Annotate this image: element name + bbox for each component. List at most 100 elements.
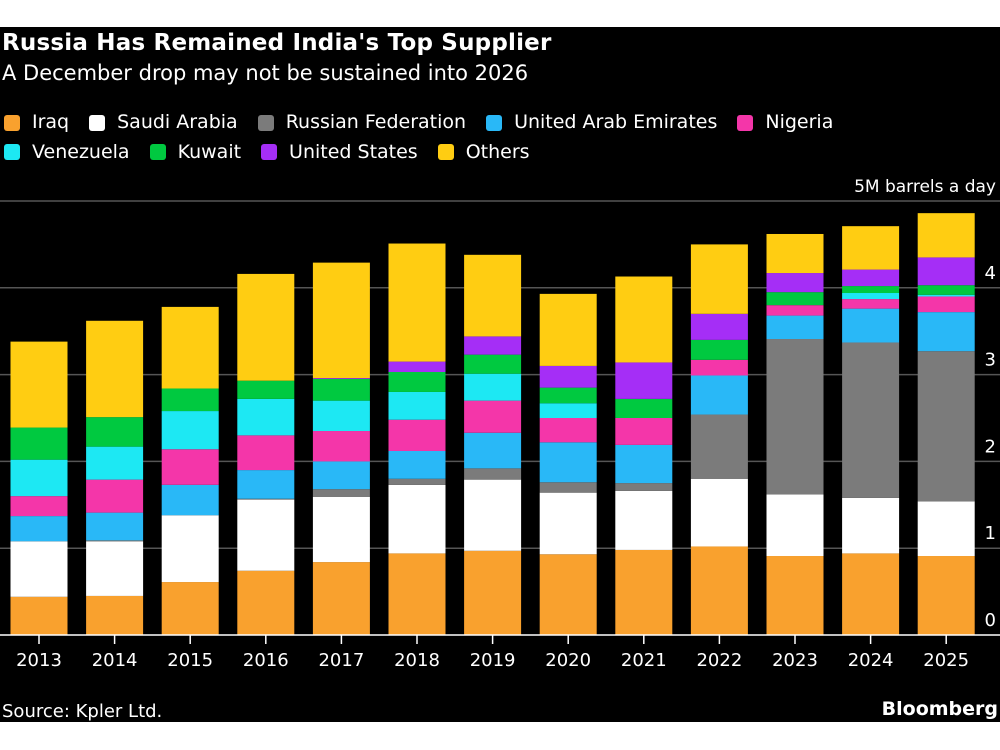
bar-segment-iraq-2023 bbox=[766, 556, 824, 635]
x-tick-label: 2022 bbox=[696, 650, 742, 671]
legend-swatch bbox=[437, 144, 454, 160]
bar-segment-saudi-arabia-2014 bbox=[86, 541, 144, 596]
bar-segment-nigeria-2019 bbox=[464, 400, 522, 433]
chart-panel: Russia Has Remained India's Top Supplier… bbox=[0, 27, 1000, 722]
bar-segment-saudi-arabia-2018 bbox=[388, 484, 446, 554]
bar-segment-russian-federation-2025 bbox=[917, 351, 975, 502]
y-tick-label: 0 bbox=[985, 610, 996, 631]
legend-swatch bbox=[4, 144, 20, 160]
bar-segment-venezuela-2024 bbox=[842, 293, 900, 300]
bar-segment-saudi-arabia-2023 bbox=[766, 494, 824, 557]
legend-label: Russian Federation bbox=[285, 111, 467, 133]
bar-segment-iraq-2022 bbox=[690, 546, 748, 635]
bar-segment-nigeria-2020 bbox=[539, 418, 597, 443]
bar-segment-others-2025 bbox=[917, 213, 975, 258]
legend-label: United States bbox=[289, 140, 418, 163]
bar-segment-russian-federation-2024 bbox=[842, 342, 900, 498]
bar-segment-russian-federation-2019 bbox=[464, 468, 522, 480]
bar-segment-united-arab-emirates-2016 bbox=[237, 470, 295, 499]
legend-label: Venezuela bbox=[32, 140, 130, 163]
unit-label: 5M barrels a day bbox=[854, 177, 996, 197]
bar-segment-iraq-2021 bbox=[615, 549, 673, 635]
y-tick-label: 4 bbox=[985, 263, 996, 284]
bar-segment-venezuela-2017 bbox=[312, 400, 370, 432]
bar-segment-nigeria-2023 bbox=[766, 305, 824, 316]
bar-segment-united-arab-emirates-2014 bbox=[86, 512, 144, 541]
bar-segment-nigeria-2015 bbox=[161, 449, 219, 485]
bar-segment-kuwait-2013 bbox=[10, 427, 68, 460]
bar-segment-kuwait-2017 bbox=[312, 378, 370, 401]
legend-swatch bbox=[486, 114, 503, 131]
bar-segment-united-arab-emirates-2024 bbox=[842, 308, 900, 343]
legend-label: Others bbox=[465, 140, 530, 163]
bar-segment-russian-federation-2021 bbox=[615, 483, 673, 491]
bar-segment-iraq-2017 bbox=[312, 562, 370, 635]
bar-segment-others-2016 bbox=[237, 273, 295, 381]
bar-segment-united-arab-emirates-2025 bbox=[917, 312, 975, 352]
bar-segment-kuwait-2024 bbox=[842, 286, 900, 294]
bar-segment-saudi-arabia-2022 bbox=[690, 478, 748, 547]
x-tick-label: 2024 bbox=[848, 650, 894, 671]
y-tick-label: 2 bbox=[985, 436, 996, 457]
bar-segment-united-states-2022 bbox=[690, 313, 748, 340]
bar-segment-nigeria-2021 bbox=[615, 418, 673, 445]
bar-segment-venezuela-2013 bbox=[10, 459, 68, 497]
bar-segment-united-states-2019 bbox=[464, 336, 522, 355]
bar-segment-others-2013 bbox=[10, 341, 68, 428]
bar-segment-united-arab-emirates-2017 bbox=[312, 461, 370, 490]
bar-segment-others-2022 bbox=[690, 244, 748, 314]
bar-segment-saudi-arabia-2019 bbox=[464, 479, 522, 551]
legend-swatch bbox=[737, 114, 754, 131]
bar-segment-venezuela-2015 bbox=[161, 411, 219, 450]
bar-segment-iraq-2024 bbox=[842, 553, 900, 635]
bar-segment-saudi-arabia-2020 bbox=[539, 492, 597, 555]
legend-item-kuwait: Kuwait bbox=[149, 139, 242, 166]
bar-segment-russian-federation-2020 bbox=[539, 482, 597, 493]
bar-segment-kuwait-2019 bbox=[464, 354, 522, 374]
bar-segment-kuwait-2022 bbox=[690, 339, 748, 360]
bar-segment-russian-federation-2023 bbox=[766, 339, 824, 495]
bar-segment-russian-federation-2014 bbox=[86, 540, 144, 542]
bar-segment-others-2023 bbox=[766, 233, 824, 274]
bar-segment-iraq-2025 bbox=[917, 556, 975, 635]
legend-swatch bbox=[149, 144, 166, 160]
bar-segment-nigeria-2016 bbox=[237, 435, 295, 471]
x-tick-label: 2013 bbox=[16, 650, 62, 671]
x-tick-label: 2019 bbox=[470, 650, 516, 671]
bar-segment-kuwait-2021 bbox=[615, 398, 673, 418]
legend-swatch bbox=[89, 114, 106, 131]
bar-segment-russian-federation-2018 bbox=[388, 478, 446, 485]
bar-segment-iraq-2020 bbox=[539, 554, 597, 635]
bar-segment-united-arab-emirates-2022 bbox=[690, 375, 748, 415]
x-tick-label: 2025 bbox=[923, 650, 969, 671]
bar-segment-nigeria-2018 bbox=[388, 419, 446, 451]
bar-segment-russian-federation-2022 bbox=[690, 414, 748, 479]
x-tick-label: 2020 bbox=[545, 650, 591, 671]
bar-segment-nigeria-2017 bbox=[312, 431, 370, 462]
bar-segment-saudi-arabia-2016 bbox=[237, 499, 295, 571]
x-tick-label: 2021 bbox=[621, 650, 667, 671]
x-tick-label: 2017 bbox=[318, 650, 364, 671]
legend-label: Kuwait bbox=[177, 140, 242, 163]
bar-segment-venezuela-2018 bbox=[388, 391, 446, 420]
bar-segment-united-states-2025 bbox=[917, 257, 975, 286]
bar-segment-iraq-2013 bbox=[10, 596, 68, 635]
bar-segment-russian-federation-2017 bbox=[312, 489, 370, 497]
bar-segment-others-2018 bbox=[388, 243, 446, 362]
legend-item-iraq: Iraq bbox=[4, 109, 69, 136]
y-tick-label: 3 bbox=[985, 350, 996, 371]
bar-segment-united-states-2021 bbox=[615, 362, 673, 399]
bar-segment-iraq-2014 bbox=[86, 595, 144, 635]
bar-segment-saudi-arabia-2024 bbox=[842, 497, 900, 554]
bar-segment-united-arab-emirates-2013 bbox=[10, 516, 68, 542]
legend-item-united-states: United States bbox=[261, 139, 418, 166]
bar-segment-kuwait-2018 bbox=[388, 371, 446, 392]
bar-segment-united-arab-emirates-2019 bbox=[464, 432, 522, 469]
chart-title: Russia Has Remained India's Top Supplier bbox=[2, 30, 552, 56]
bar-segment-united-states-2024 bbox=[842, 269, 900, 287]
bar-segment-kuwait-2015 bbox=[161, 388, 219, 412]
bar-segment-others-2014 bbox=[86, 320, 144, 418]
stacked-bar-chart: 0 1 2 3 4 5M barrels a day 2013 2014 2015 2016 201… bbox=[0, 177, 1000, 671]
bar-segment-saudi-arabia-2025 bbox=[917, 501, 975, 557]
bar-segment-others-2017 bbox=[312, 262, 370, 379]
